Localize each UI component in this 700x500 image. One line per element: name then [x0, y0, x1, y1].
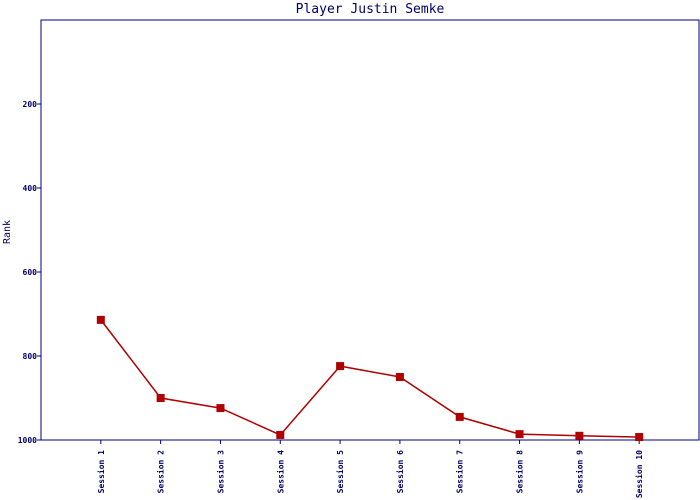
marker	[395, 373, 404, 381]
y-tick-label: 400	[23, 184, 38, 193]
plot-area	[40, 19, 700, 441]
x-tick-label: Session 5	[335, 450, 345, 494]
x-tick-label: Session 6	[395, 450, 405, 494]
y-axis-label: Rank	[2, 220, 13, 244]
x-tick-label: Session 10	[634, 450, 644, 498]
y-tick-label: 800	[23, 352, 38, 361]
x-tick-label: Session 8	[515, 450, 525, 494]
x-tick-label: Session 9	[574, 450, 584, 494]
x-tick-label: Session 2	[156, 450, 166, 494]
x-tick-label: Session 7	[455, 450, 465, 494]
marker	[216, 404, 225, 413]
y-tick-label: 200	[23, 100, 38, 109]
y-tick-label: 600	[23, 268, 38, 277]
marker	[156, 394, 165, 402]
line	[100, 319, 640, 438]
marker	[276, 430, 285, 439]
marker	[635, 433, 644, 442]
marker	[515, 430, 524, 439]
x-tick-label: Session 1	[96, 450, 106, 494]
marker	[575, 431, 584, 440]
x-tick-label: Session 4	[275, 450, 285, 494]
marker	[455, 412, 464, 421]
marker	[96, 315, 105, 324]
x-tick-label: Session 3	[215, 450, 225, 494]
marker	[336, 362, 345, 371]
chart-title: Player Justin Semke	[296, 2, 445, 17]
y-tick-label: 1000	[18, 436, 37, 445]
